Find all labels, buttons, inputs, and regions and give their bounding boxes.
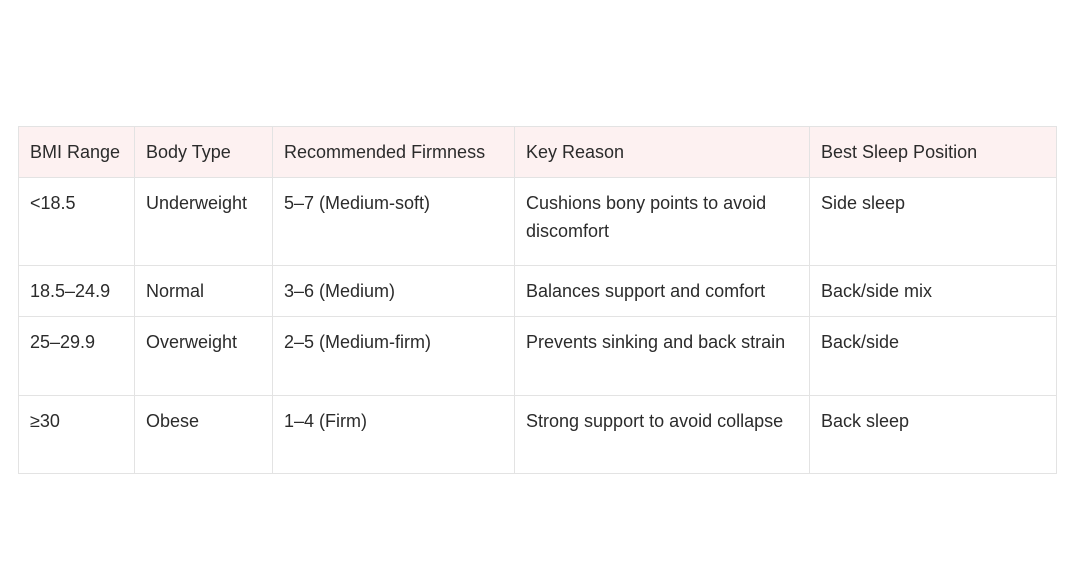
table-row: 25–29.9 Overweight 2–5 (Medium-firm) Preven… bbox=[18, 316, 1057, 396]
cell-firmness: 5–7 (Medium-soft) bbox=[272, 177, 515, 266]
cell-body-type: Obese bbox=[134, 395, 273, 474]
table-header-row: BMI Range Body Type Recommended Firmness… bbox=[18, 126, 1057, 178]
cell-body-type: Overweight bbox=[134, 316, 273, 396]
table-row: <18.5 Underweight 5–7 (Medium-soft) Cushion… bbox=[18, 177, 1057, 266]
cell-firmness: 1–4 (Firm) bbox=[272, 395, 515, 474]
cell-key-reason: Prevents sinking and back strain bbox=[514, 316, 810, 396]
cell-bmi-range: 18.5–24.9 bbox=[18, 265, 135, 317]
cell-sleep-position: Side sleep bbox=[809, 177, 1057, 266]
cell-firmness: 3–6 (Medium) bbox=[272, 265, 515, 317]
cell-body-type: Normal bbox=[134, 265, 273, 317]
cell-sleep-position: Back sleep bbox=[809, 395, 1057, 474]
cell-bmi-range: <18.5 bbox=[18, 177, 135, 266]
header-bmi-range: BMI Range bbox=[18, 126, 135, 178]
header-body-type: Body Type bbox=[134, 126, 273, 178]
cell-bmi-range: ≥30 bbox=[18, 395, 135, 474]
cell-key-reason: Strong support to avoid collapse bbox=[514, 395, 810, 474]
cell-sleep-position: Back/side mix bbox=[809, 265, 1057, 317]
cell-sleep-position: Back/side bbox=[809, 316, 1057, 396]
table-row: ≥30 Obese 1–4 (Firm) Strong support to avoi… bbox=[18, 395, 1057, 474]
cell-key-reason: Balances support and comfort bbox=[514, 265, 810, 317]
table-row: 18.5–24.9 Normal 3–6 (Medium) Balances supp… bbox=[18, 265, 1057, 317]
cell-firmness: 2–5 (Medium-firm) bbox=[272, 316, 515, 396]
header-key-reason: Key Reason bbox=[514, 126, 810, 178]
header-best-sleep-position: Best Sleep Position bbox=[809, 126, 1057, 178]
header-recommended-firmness: Recommended Firmness bbox=[272, 126, 515, 178]
cell-key-reason: Cushions bony points to avoid discomfort bbox=[514, 177, 810, 266]
cell-body-type: Underweight bbox=[134, 177, 273, 266]
bmi-firmness-table: BMI Range Body Type Recommended Firmness… bbox=[18, 126, 1057, 474]
cell-bmi-range: 25–29.9 bbox=[18, 316, 135, 396]
